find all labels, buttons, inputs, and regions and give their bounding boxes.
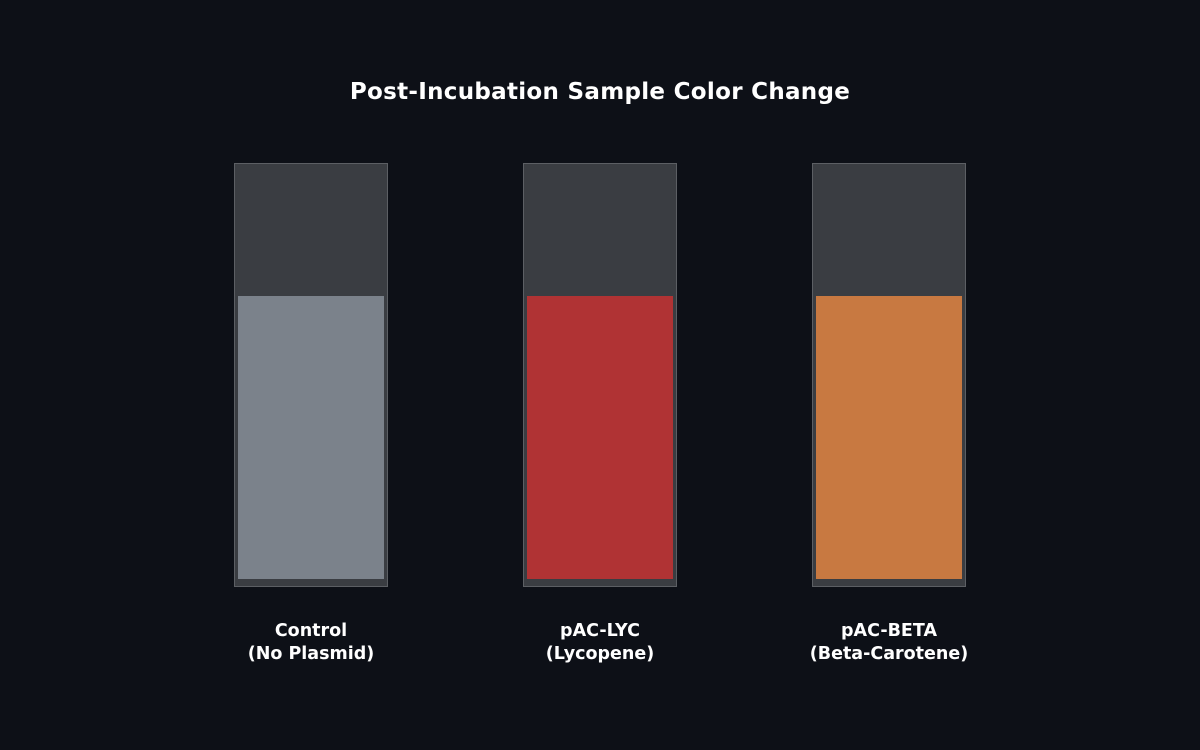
sample-subtitle: (Beta-Carotene): [809, 644, 969, 664]
sample-label-lycopene: pAC-LYC (Lycopene): [470, 620, 730, 666]
chart-title: Post-Incubation Sample Color Change: [349, 79, 851, 105]
sample-label-beta-carotene: pAC-BETA (Beta-Carotene): [759, 620, 1019, 666]
sample-label-control: Control (No Plasmid): [181, 620, 441, 666]
sample-liquid-beta-carotene: [816, 296, 962, 579]
sample-name: pAC-BETA: [841, 621, 937, 641]
sample-tube-beta-carotene: [812, 163, 966, 587]
sample-subtitle: (Lycopene): [545, 644, 655, 664]
sample-liquid-lycopene: [527, 296, 673, 579]
sample-name: Control: [274, 621, 348, 641]
sample-name: pAC-LYC: [560, 621, 640, 641]
sample-tube-lycopene: [523, 163, 677, 587]
sample-subtitle: (No Plasmid): [247, 644, 375, 664]
sample-tube-control: [234, 163, 388, 587]
sample-liquid-control: [238, 296, 384, 579]
